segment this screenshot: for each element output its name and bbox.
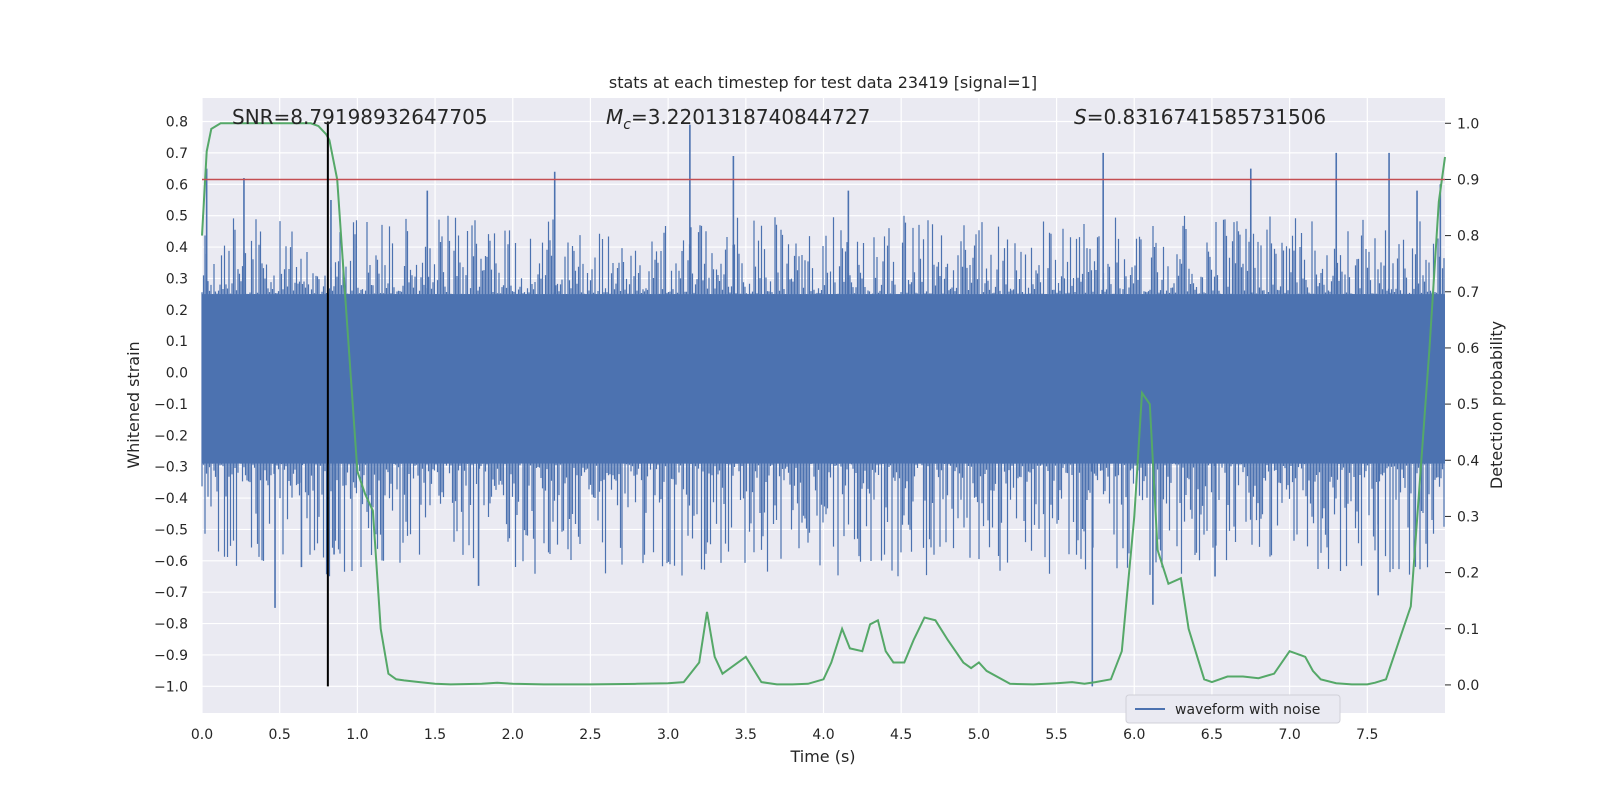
x-tick-label: 3.0 [657,727,679,743]
y2-tick-label: 0.6 [1457,341,1479,357]
x-tick-label: 6.0 [1123,727,1145,743]
y-tick-label: −1.0 [154,679,188,695]
y-tick-label: −0.4 [154,491,188,507]
x-tick-label: 0.0 [191,727,213,743]
legend: waveform with noise [1125,694,1341,724]
x-tick-label: 6.5 [1201,727,1223,743]
x-tick-label: 3.5 [735,727,757,743]
mc-annotation: Mc=3.2201318740844727 [606,105,870,133]
s-symbol: S [1074,105,1087,129]
y2-tick-labels: 1.0 0.9 0.8 0.7 0.6 0.5 0.4 0.3 0.2 0.1 0.0 [1445,116,1479,694]
y-tick-label: 0.0 [166,366,188,382]
legend-box [1125,694,1341,724]
y-tick-label: 0.5 [166,209,188,225]
y2-tick-label: 0.2 [1457,566,1479,582]
y2-tick-label: 0.3 [1457,509,1479,525]
y-tick-label: 0.8 [166,115,188,131]
x-tick-label: 2.5 [579,727,601,743]
probability-line [201,122,1446,686]
waveform-series [201,124,1445,687]
y-tick-label: 0.2 [166,303,188,319]
y-tick-label: 0.4 [166,240,188,256]
x-tick-label: 4.0 [812,727,834,743]
y-tick-label: 0.7 [166,146,188,162]
y2-tick-label: 0.4 [1457,453,1479,469]
snr-annotation: SNR=8.79198932647705 [232,105,488,129]
y-tick-label: 0.1 [166,334,188,350]
y-tick-labels: 0.8 0.7 0.6 0.5 0.4 0.3 0.2 0.1 0.0 −0.1 −0.2 −0.3 −… [154,115,188,696]
y2-tick-label: 0.1 [1457,622,1479,638]
y-tick-label: −0.6 [154,554,188,570]
x-tick-label: 5.0 [968,727,990,743]
s-annotation: S=0.8316741585731506 [1074,105,1326,129]
x-tick-label: 0.5 [269,727,291,743]
x-tick-label: 7.0 [1278,727,1300,743]
y2-tick-label: 0.9 [1457,172,1479,188]
chart-title: stats at each timestep for test data 234… [609,73,1037,92]
x-tick-label: 5.5 [1045,727,1067,743]
y-tick-label: −0.3 [154,460,188,476]
y-axis-label: Whitened strain [124,341,143,468]
x-axis-label: Time (s) [789,747,855,766]
y2-tick-label: 0.8 [1457,229,1479,245]
probability-series [201,122,1446,686]
x-tick-label: 2.0 [502,727,524,743]
mc-symbol: M [606,105,623,129]
y-tick-label: −0.5 [154,522,188,538]
y-tick-label: −0.9 [154,648,188,664]
y2-tick-label: 0.5 [1457,397,1479,413]
s-value: =0.8316741585731506 [1087,105,1326,129]
y-tick-label: −0.1 [154,397,188,413]
mc-value: =3.2201318740844727 [631,105,870,129]
y2-tick-label: 1.0 [1457,116,1479,132]
y2-tick-label: 0.0 [1457,678,1479,694]
x-tick-labels: 0.0 0.5 1.0 1.5 2.0 2.5 3.0 3.5 4.0 4.5 5.0 5.5 6.0 6… [191,727,1379,743]
x-tick-label: 4.5 [890,727,912,743]
x-tick-label: 1.5 [424,727,446,743]
y-tick-label: −0.8 [154,617,188,633]
y2-tick-label: 0.7 [1457,285,1479,301]
y-tick-label: 0.3 [166,271,188,287]
x-tick-label: 7.5 [1356,727,1378,743]
legend-label-waveform: waveform with noise [1175,702,1320,718]
y-tick-label: −0.7 [154,585,188,601]
y-tick-label: 0.6 [166,177,188,193]
y2-axis-label: Detection probability [1487,321,1506,489]
y-tick-label: −0.2 [154,428,188,444]
x-tick-label: 1.0 [346,727,368,743]
mc-subscript: c [623,117,631,133]
